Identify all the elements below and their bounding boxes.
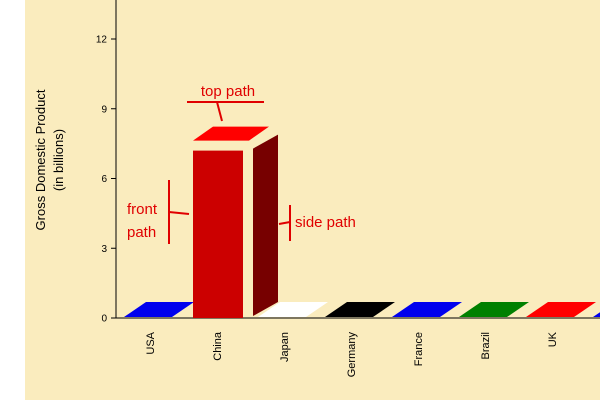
top-path-leader xyxy=(216,101,223,122)
annotation-top-path: top path xyxy=(201,83,255,100)
x-tick-label-germany: Germany xyxy=(346,332,358,378)
x-tick-label-japan: Japan xyxy=(279,332,291,362)
bars xyxy=(124,126,600,318)
bar-base-germany xyxy=(325,302,395,317)
x-tick-label-brazil: Brazil xyxy=(480,332,492,360)
annotation-front-path-line1: front xyxy=(127,201,158,218)
y-tick-label-0: 0 xyxy=(101,314,107,325)
bar-top-china xyxy=(193,126,269,141)
bar-base-usa-repeat xyxy=(593,312,600,317)
y-tick-label-9: 9 xyxy=(101,104,107,115)
bar-front-china xyxy=(193,150,243,318)
x-tick-label-france: France xyxy=(413,332,425,366)
x-tick-label-china: China xyxy=(212,331,224,361)
y-axis-label: Gross Domestic Product xyxy=(33,89,48,230)
y-axis-sublabel: (in billions) xyxy=(51,129,66,191)
x-tick-label-usa: USA xyxy=(145,331,157,354)
bar-base-usa xyxy=(124,302,194,317)
annotation-side-path: side path xyxy=(295,214,356,231)
x-tick-label-uk: UK xyxy=(547,331,559,347)
chart-background xyxy=(25,0,600,400)
annotations: top path front path side path xyxy=(127,83,356,244)
front-path-leader xyxy=(168,211,190,215)
x-axis-labels: USA China Japan Germany France Brazil UK xyxy=(145,331,559,377)
bar-side-china xyxy=(253,134,278,316)
annotation-front-path-line2: path xyxy=(127,224,156,241)
annotation-lines xyxy=(168,101,291,244)
bar-base-france xyxy=(392,302,462,317)
bar-base-japan xyxy=(258,302,328,317)
bar-base-brazil xyxy=(459,302,529,317)
side-path-leader xyxy=(278,221,291,225)
bar-base-uk xyxy=(526,302,596,317)
y-tick-label-12: 12 xyxy=(96,35,108,46)
y-tick-label-3: 3 xyxy=(101,244,107,255)
y-tick-label-6: 6 xyxy=(101,174,107,185)
left-margin xyxy=(0,0,25,400)
